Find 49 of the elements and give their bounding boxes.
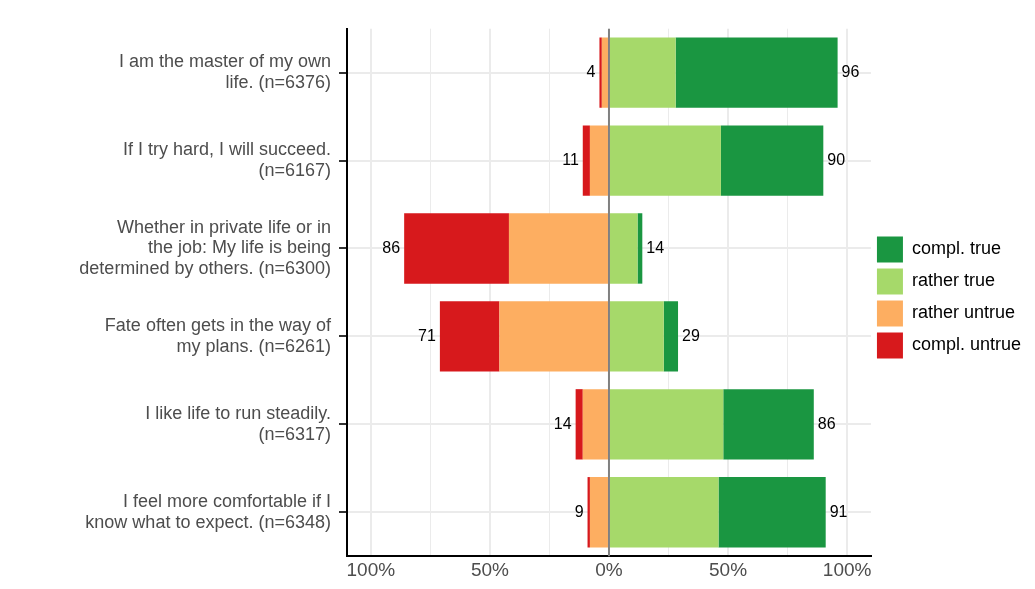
annotation: 14 [646,238,665,256]
bar [575,389,583,460]
y-tick-label: Whether in private life or in the job: My life is being determined by others. (n=6300) [79,216,331,279]
annotation: 91 [829,502,848,520]
legend-label: compl. true [911,238,1001,259]
bar [720,125,824,196]
bar [609,213,638,284]
bar [675,37,838,108]
bar [609,37,676,108]
bar [589,477,608,548]
annotation: 9 [574,502,584,520]
legend-label: rather untrue [911,302,1016,323]
bar [508,213,608,284]
x-tick-label: 50% [709,558,748,580]
annotation: 96 [841,63,860,81]
annotation: 90 [827,150,846,168]
legend-label: compl. untrue [911,334,1022,355]
bar [439,301,500,372]
bar [723,389,814,460]
bar [609,477,719,548]
x-tick-label: 100% [822,558,872,580]
y-tick-label: If I try hard, I will succeed. (n=6167) [122,139,331,180]
x-tick-label: 0% [595,558,623,580]
annotation: 86 [382,238,401,256]
legend-label: rather true [911,270,995,291]
bar [609,301,664,372]
bar [599,37,602,108]
y-tick-label: I am the master of my own life. (n=6376) [118,51,331,92]
bar [582,125,590,196]
bar [663,301,679,372]
y-tick-label: I like life to run steadily. (n=6317) [145,402,331,444]
bar [601,37,608,108]
bar [589,125,608,196]
annotation: 14 [553,414,572,432]
annotation: 4 [586,63,596,81]
bar [499,301,608,372]
annotation: 11 [562,150,579,168]
bar [609,389,724,460]
bar [609,125,721,196]
x-tick-label: 100% [346,558,396,580]
y-tick-label: Fate often gets in the way of my plans. (n=6261) [104,315,332,356]
bar [718,477,826,548]
bar [404,213,509,284]
x-tick-label: 50% [470,558,510,580]
y-tick-label: I feel more comfortable if I know what to expect. (n=6348) [85,490,331,532]
bar [582,389,608,460]
annotation: 86 [817,414,836,432]
annotation: 29 [682,326,700,344]
annotation: 71 [418,326,436,344]
